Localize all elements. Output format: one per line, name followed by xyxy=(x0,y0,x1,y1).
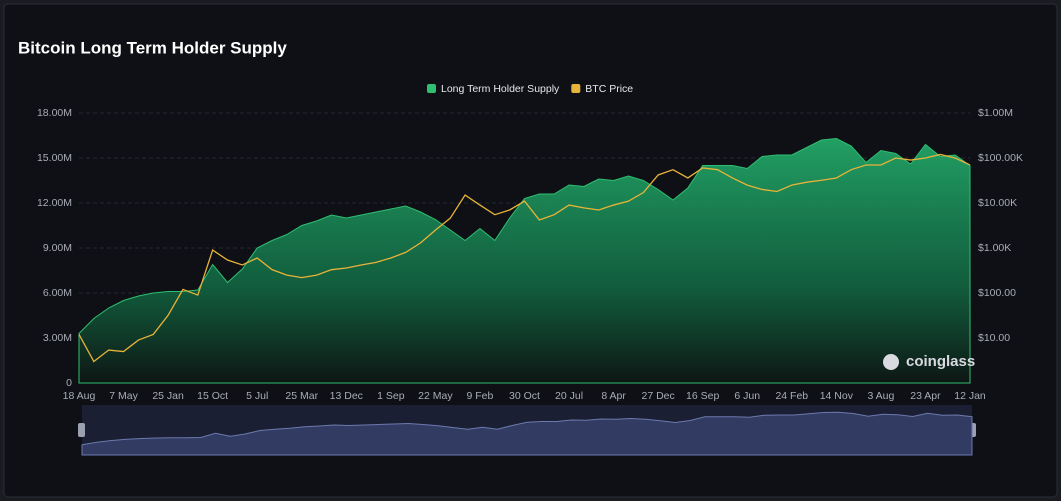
y-tick-label: 0 xyxy=(66,377,72,389)
area xyxy=(78,137,971,384)
y-tick-label: 3.00M xyxy=(43,332,72,344)
x-tick-label: 14 Nov xyxy=(820,390,854,402)
x-tick-label: 6 Jun xyxy=(734,390,760,402)
x-tick-label: 25 Mar xyxy=(285,390,318,402)
y-tick-label: 12.00M xyxy=(37,197,72,209)
legend-label: BTC Price xyxy=(585,83,633,95)
x-tick-label: 8 Apr xyxy=(601,390,626,402)
x-tick-label: 9 Feb xyxy=(467,390,494,402)
x-tick-label: 13 Dec xyxy=(330,390,363,402)
watermark-icon xyxy=(883,354,899,370)
x-tick-label: 20 Jul xyxy=(555,390,583,402)
legend-label: Long Term Holder Supply xyxy=(441,83,560,95)
x-tick-label: 16 Sep xyxy=(686,390,719,402)
x-tick-label: 27 Dec xyxy=(642,390,675,402)
x-tick-label: 18 Aug xyxy=(63,390,96,402)
y-tick-label: 18.00M xyxy=(37,107,72,119)
x-tick-label: 3 Aug xyxy=(867,390,894,402)
x-tick-label: 22 May xyxy=(418,390,453,402)
navigator-area xyxy=(81,411,973,456)
y2-tick-label: $10.00K xyxy=(978,197,1017,209)
x-tick-label: 25 Jan xyxy=(152,390,184,402)
x-tick-label: 30 Oct xyxy=(509,390,540,402)
watermark: coinglass xyxy=(906,353,975,370)
price-line xyxy=(78,153,971,363)
y2-tick-label: $100.00K xyxy=(978,152,1023,164)
x-tick-label: 23 Apr xyxy=(910,390,941,402)
legend-swatch xyxy=(427,84,436,93)
navigator-handle[interactable] xyxy=(78,423,85,437)
y-tick-label: 15.00M xyxy=(37,152,72,164)
y2-tick-label: $100.00 xyxy=(978,287,1016,299)
y-tick-label: 9.00M xyxy=(43,242,72,254)
x-tick-label: 24 Feb xyxy=(775,390,808,402)
x-tick-label: 15 Oct xyxy=(197,390,228,402)
y2-tick-label: $1.00M xyxy=(978,107,1013,119)
y-tick-label: 6.00M xyxy=(43,287,72,299)
chart-title: Bitcoin Long Term Holder Supply xyxy=(18,38,287,57)
y2-tick-label: $10.00 xyxy=(978,332,1010,344)
x-tick-label: 5 Jul xyxy=(246,390,268,402)
x-tick-label: 12 Jan xyxy=(954,390,986,402)
x-tick-label: 1 Sep xyxy=(377,390,405,402)
y2-tick-label: $1.00K xyxy=(978,242,1011,254)
x-tick-label: 7 May xyxy=(109,390,138,402)
legend-swatch xyxy=(571,84,581,93)
